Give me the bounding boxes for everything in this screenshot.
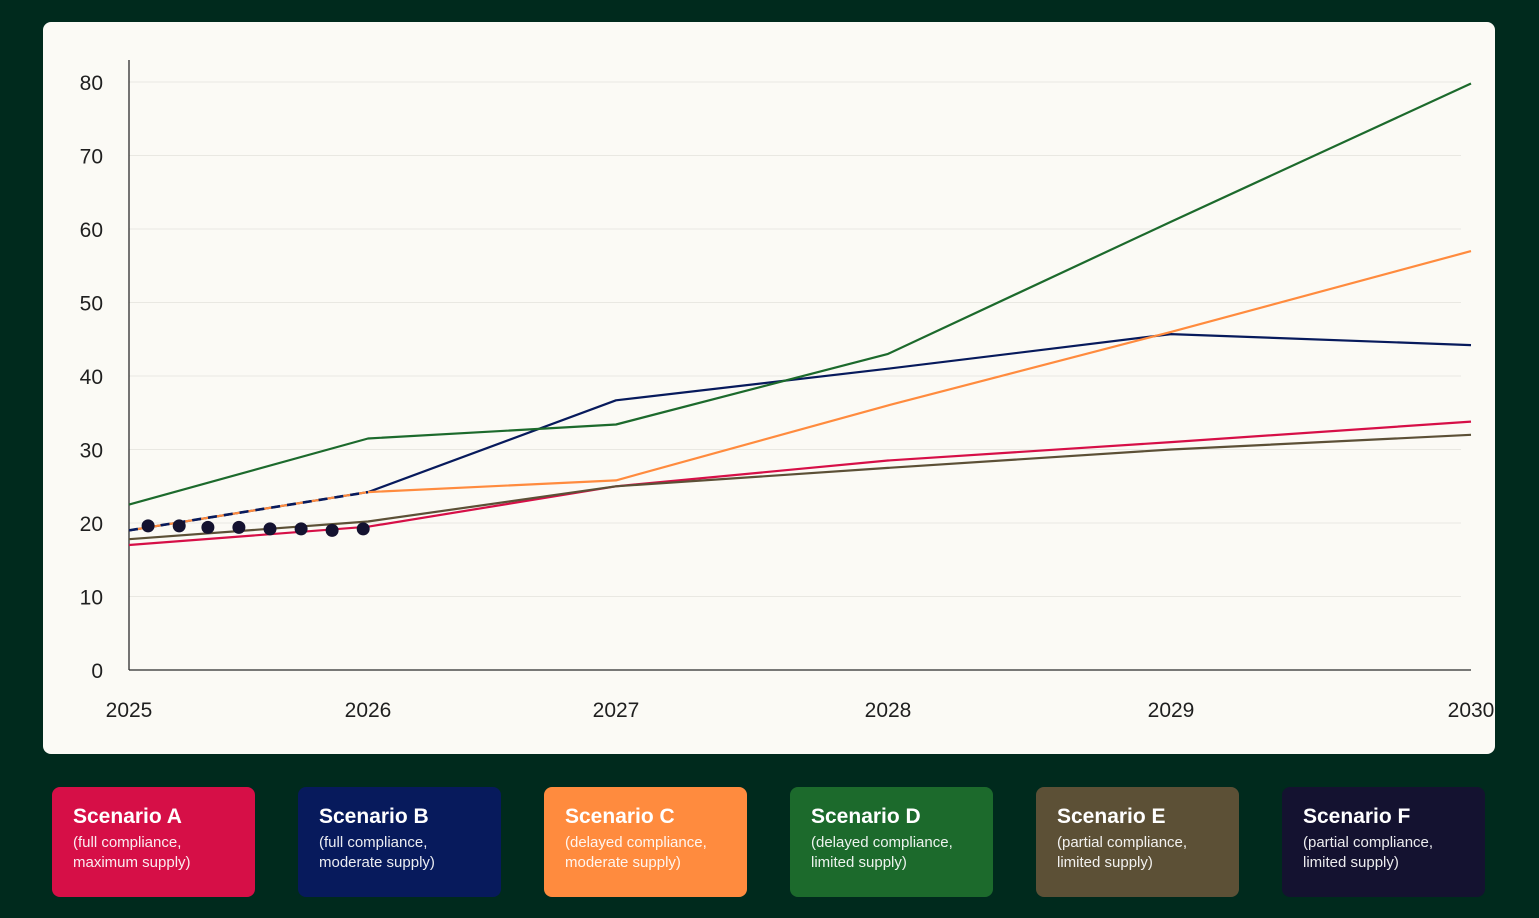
series-line-scenario-b <box>128 333 1472 532</box>
y-tick-label-30: 30 <box>80 440 103 463</box>
legend-scenario-f: Scenario F (partial compliance, limited … <box>1282 787 1485 897</box>
legend-desc-line2: limited supply) <box>1057 854 1153 871</box>
legend-desc-line1: (delayed compliance, <box>565 834 707 851</box>
legend-title: Scenario B <box>319 805 429 828</box>
observed-point-5 <box>263 522 277 536</box>
legend-desc: (full compliance, moderate supply) <box>319 833 481 873</box>
legend-title: Scenario E <box>1057 805 1166 828</box>
x-tick-label-2026: 2026 <box>345 699 392 722</box>
y-tick-label-20: 20 <box>80 513 103 536</box>
series-line-scenario-c <box>128 250 1472 532</box>
legend-desc: (delayed compliance, moderate supply) <box>565 833 727 873</box>
observed-point-1 <box>141 519 155 533</box>
legend-desc-line2: moderate supply) <box>319 854 435 871</box>
legend-desc: (full compliance, maximum supply) <box>73 833 235 873</box>
observed-point-3 <box>201 520 215 534</box>
y-tick-label-0: 0 <box>91 660 103 683</box>
y-tick-label-50: 50 <box>80 293 103 316</box>
legend-desc-line2: limited supply) <box>1303 854 1399 871</box>
series-lines <box>128 82 1472 547</box>
observed-point-7 <box>325 523 339 537</box>
legend-desc-line1: (delayed compliance, <box>811 834 953 851</box>
legend-title: Scenario F <box>1303 805 1411 828</box>
y-tick-label-40: 40 <box>80 366 103 389</box>
legend-desc-line1: (full compliance, <box>319 834 428 851</box>
legend-title: Scenario C <box>565 805 675 828</box>
legend-scenario-e: Scenario E (partial compliance, limited … <box>1036 787 1239 897</box>
legend-scenario-a: Scenario A (full compliance, maximum sup… <box>52 787 255 897</box>
x-tick-label-2028: 2028 <box>865 699 912 722</box>
x-tick-label-2030: 2030 <box>1448 699 1495 722</box>
x-tick-label-2025: 2025 <box>106 699 153 722</box>
chart-panel: 0 10 20 30 40 50 60 70 80 2025 2026 2027 2028 2029 203… <box>43 22 1495 754</box>
legend-desc-line2: limited supply) <box>811 854 907 871</box>
x-tick-label-2027: 2027 <box>593 699 640 722</box>
legend-scenario-c: Scenario C (delayed compliance, moderate… <box>544 787 747 897</box>
legend-scenario-b: Scenario B (full compliance, moderate su… <box>298 787 501 897</box>
legend-desc-line2: moderate supply) <box>565 854 681 871</box>
y-tick-label-70: 70 <box>80 146 103 169</box>
observed-point-6 <box>294 522 308 536</box>
axes <box>128 60 1471 671</box>
legend-title: Scenario A <box>73 805 182 828</box>
y-tick-label-10: 10 <box>80 587 103 610</box>
legend-desc-line1: (full compliance, <box>73 834 182 851</box>
legend-desc: (partial compliance, limited supply) <box>1303 833 1465 873</box>
y-tick-label-80: 80 <box>80 72 103 95</box>
legend-desc-line1: (partial compliance, <box>1057 834 1188 851</box>
observed-points <box>141 519 370 537</box>
observed-point-4 <box>232 520 246 534</box>
legend-title: Scenario D <box>811 805 921 828</box>
observed-point-2 <box>172 519 186 533</box>
gridlines <box>129 81 1461 597</box>
y-tick-label-60: 60 <box>80 219 103 242</box>
series-line-scenario-b-dashed-segment <box>128 490 369 532</box>
series-line-scenario-e <box>128 433 1472 541</box>
legend-desc: (delayed compliance, limited supply) <box>811 833 973 873</box>
legend-desc-line2: maximum supply) <box>73 854 191 871</box>
legend: Scenario A (full compliance, maximum sup… <box>52 787 1485 899</box>
observed-point-8 <box>356 522 370 536</box>
legend-scenario-d: Scenario D (delayed compliance, limited … <box>790 787 993 897</box>
legend-desc-line1: (partial compliance, <box>1303 834 1434 851</box>
series-line-scenario-d <box>128 82 1472 506</box>
x-tick-label-2029: 2029 <box>1148 699 1195 722</box>
legend-desc: (partial compliance, limited supply) <box>1057 833 1219 873</box>
